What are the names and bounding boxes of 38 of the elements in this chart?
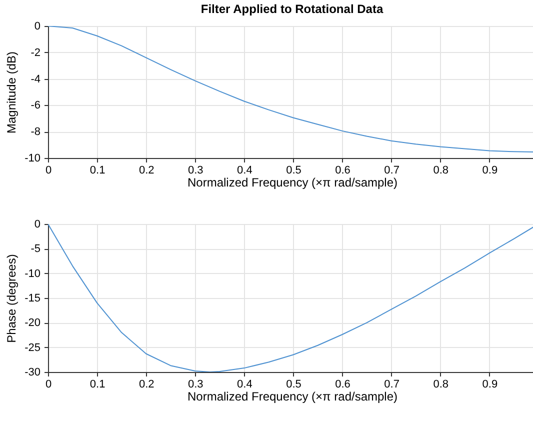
x-tick-label: 0.1 xyxy=(90,164,106,176)
y-tick-label: -8 xyxy=(30,126,40,138)
x-tick-label: 0.3 xyxy=(188,378,204,390)
x-tick-label: 0 xyxy=(45,164,52,176)
x-tick-label: 0.7 xyxy=(384,378,400,390)
x-tick-label: 0.9 xyxy=(482,378,498,390)
y-tick-label: -20 xyxy=(24,317,40,330)
x-tick-label: 0.9 xyxy=(482,164,498,176)
y-tick-label: -5 xyxy=(30,243,40,256)
y-tick-label: 0 xyxy=(34,218,40,230)
y-tick-label: -10 xyxy=(24,268,40,280)
x-tick-label: 0.4 xyxy=(237,164,252,176)
x-tick-label: 0.6 xyxy=(335,378,350,390)
y-tick-label: -6 xyxy=(30,100,40,112)
x-tick-label: 0.3 xyxy=(188,164,204,176)
x-tick-label: 0.5 xyxy=(286,164,302,176)
x-tick-label: 0 xyxy=(45,378,52,390)
x-axis-title: Normalized Frequency (×π rad/sample) xyxy=(187,390,398,404)
y-axis-title: Phase (degrees) xyxy=(4,254,19,343)
x-tick-label: 0.8 xyxy=(433,378,449,390)
x-tick-label: 0.8 xyxy=(433,164,449,176)
x-tick-label: 0.2 xyxy=(138,378,154,390)
y-tick-label: -2 xyxy=(30,46,40,59)
x-axis-title: Normalized Frequency (×π rad/sample) xyxy=(187,176,398,190)
x-tick-label: 0.4 xyxy=(237,378,252,390)
x-tick-label: 0.2 xyxy=(138,164,154,176)
y-tick-label: 0 xyxy=(34,20,40,32)
y-tick-label: -10 xyxy=(24,152,40,164)
x-tick-label: 0.7 xyxy=(384,164,400,176)
chart-title: Filter Applied to Rotational Data xyxy=(200,2,384,16)
y-tick-label: -15 xyxy=(24,292,40,304)
y-axis-title: Magnitude (dB) xyxy=(4,51,19,134)
x-tick-label: 0.1 xyxy=(90,378,106,390)
x-tick-label: 0.6 xyxy=(335,164,350,176)
y-tick-label: -30 xyxy=(24,366,40,378)
y-tick-label: -4 xyxy=(30,73,40,86)
y-tick-label: -25 xyxy=(24,342,40,354)
x-tick-label: 0.5 xyxy=(286,378,302,390)
